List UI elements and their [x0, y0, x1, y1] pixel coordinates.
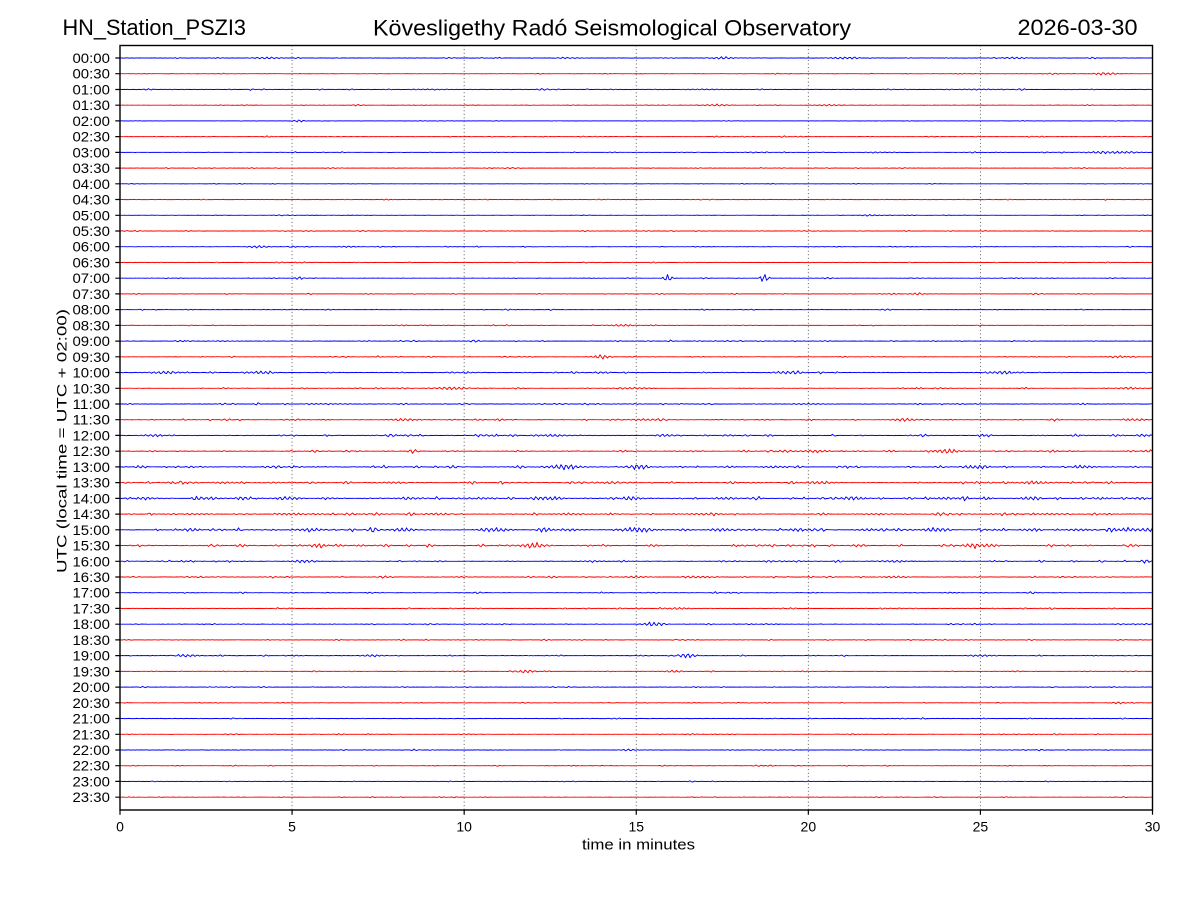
svg-text:22:00: 22:00	[73, 742, 111, 758]
svg-text:10:30: 10:30	[73, 380, 111, 396]
svg-text:11:30: 11:30	[73, 412, 111, 428]
svg-text:16:00: 16:00	[73, 553, 111, 569]
svg-text:23:00: 23:00	[73, 773, 111, 789]
svg-text:time in minutes: time in minutes	[582, 838, 695, 854]
svg-text:20:30: 20:30	[73, 695, 111, 711]
svg-text:15: 15	[628, 818, 644, 834]
svg-text:30: 30	[1145, 818, 1161, 834]
svg-text:07:00: 07:00	[73, 270, 111, 286]
svg-text:22:30: 22:30	[73, 758, 111, 774]
svg-text:14:00: 14:00	[73, 490, 111, 506]
svg-text:12:30: 12:30	[73, 443, 111, 459]
svg-text:HN_Station_PSZI3: HN_Station_PSZI3	[63, 15, 247, 40]
svg-text:2026-03-30: 2026-03-30	[1018, 15, 1138, 40]
svg-text:05:30: 05:30	[73, 223, 111, 239]
svg-text:03:00: 03:00	[73, 144, 111, 160]
svg-text:02:00: 02:00	[73, 113, 111, 129]
svg-text:09:00: 09:00	[73, 333, 111, 349]
svg-text:5: 5	[288, 818, 296, 834]
svg-text:01:30: 01:30	[73, 97, 111, 113]
svg-text:19:00: 19:00	[73, 648, 111, 664]
svg-text:16:30: 16:30	[73, 569, 111, 585]
svg-text:13:00: 13:00	[73, 459, 111, 475]
svg-text:25: 25	[973, 818, 989, 834]
svg-text:12:00: 12:00	[73, 427, 111, 443]
svg-text:08:00: 08:00	[73, 302, 111, 318]
svg-text:UTC (local time = UTC + 02:00): UTC (local time = UTC + 02:00)	[54, 309, 70, 573]
svg-text:00:00: 00:00	[73, 50, 111, 66]
svg-text:21:30: 21:30	[73, 726, 111, 742]
svg-text:04:00: 04:00	[73, 176, 111, 192]
svg-text:13:30: 13:30	[73, 475, 111, 491]
svg-text:06:30: 06:30	[73, 255, 111, 271]
svg-text:17:30: 17:30	[73, 600, 111, 616]
svg-text:04:30: 04:30	[73, 192, 111, 208]
svg-text:20: 20	[801, 818, 817, 834]
svg-text:21:00: 21:00	[73, 711, 111, 727]
svg-text:15:00: 15:00	[73, 522, 111, 538]
svg-text:Kövesligethy Radó Seismologica: Kövesligethy Radó Seismological Observat…	[373, 16, 851, 41]
svg-text:00:30: 00:30	[73, 66, 111, 82]
svg-text:05:00: 05:00	[73, 207, 111, 223]
svg-text:18:30: 18:30	[73, 632, 111, 648]
svg-text:08:30: 08:30	[73, 317, 111, 333]
svg-text:01:00: 01:00	[73, 82, 111, 98]
svg-text:02:30: 02:30	[73, 129, 111, 145]
svg-text:15:30: 15:30	[73, 538, 111, 554]
svg-text:19:30: 19:30	[73, 663, 111, 679]
svg-text:0: 0	[116, 818, 124, 834]
svg-text:17:00: 17:00	[73, 585, 111, 601]
svg-text:09:30: 09:30	[73, 349, 111, 365]
svg-text:20:00: 20:00	[73, 679, 111, 695]
svg-text:10:00: 10:00	[73, 365, 111, 381]
svg-text:23:30: 23:30	[73, 789, 111, 805]
svg-text:03:30: 03:30	[73, 160, 111, 176]
svg-text:18:00: 18:00	[73, 616, 111, 632]
svg-text:14:30: 14:30	[73, 506, 111, 522]
svg-text:10: 10	[456, 818, 472, 834]
svg-text:06:00: 06:00	[73, 239, 111, 255]
svg-text:11:00: 11:00	[73, 396, 111, 412]
svg-text:07:30: 07:30	[73, 286, 111, 302]
